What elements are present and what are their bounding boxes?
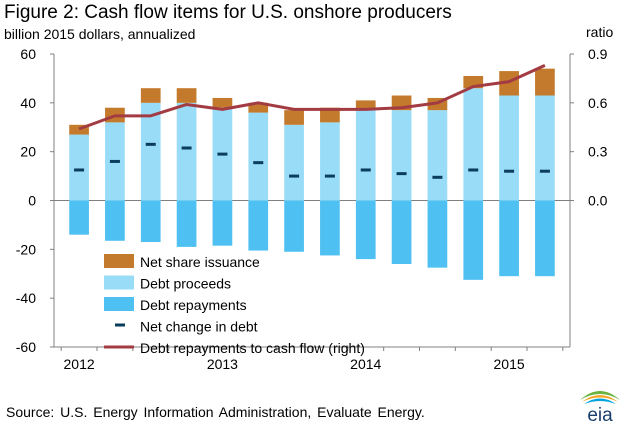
bar-debt-repayments [176,200,197,247]
logo-text: eia [587,405,613,426]
bar-debt-repayments [320,200,340,256]
marker-net-change-in-debt [74,168,85,172]
y2-tick-label: 0.6 [588,95,608,111]
y-tick-label: -60 [16,339,36,355]
markers-group [74,142,550,179]
bar-debt-proceeds [535,95,555,201]
marker-net-change-in-debt [324,174,335,178]
legend: Net share issuance Debt proceeds Debt repa… [104,254,365,356]
bar-net-share-issuance [140,88,161,103]
bar-debt-proceeds [427,110,448,201]
x-tick-label: 2014 [350,356,381,372]
y-tick-label: -20 [16,241,36,257]
bar-debt-proceeds [248,112,269,201]
bar-debt-repayments [284,200,304,252]
marker-net-change-in-debt [539,169,550,173]
marker-net-change-in-debt [504,169,515,173]
bar-debt-repayments [427,200,448,268]
bar-debt-proceeds [140,102,161,201]
bar-debt-proceeds [69,134,89,201]
chart-canvas: 60 40 20 0 -20 -40 -60 0.9 0.6 0.3 0.0 2012 2013 2014… [16,46,608,372]
legend-label: Debt proceeds [140,276,231,292]
axes-group: 60 40 20 0 -20 -40 -60 0.9 0.6 0.3 0.0 2012 2013 2014… [16,46,608,372]
eia-logo: eia [574,384,626,431]
right-axis-label: ratio [586,24,614,40]
legend-swatch [104,275,134,290]
bar-net-share-issuance [320,107,340,123]
marker-net-change-in-debt [432,175,443,179]
bar-net-share-issuance [355,100,376,111]
y-tick-label: 60 [20,46,36,62]
bar-net-share-issuance [69,124,89,135]
y-tick-label: 0 [28,193,36,209]
chart-subtitle: billion 2015 dollars, annualized [4,26,196,42]
bar-debt-repayments [248,200,269,251]
bar-net-share-issuance [499,71,519,96]
bar-debt-proceeds [355,110,376,201]
bar-debt-proceeds [176,102,197,201]
legend-label: Debt repayments [140,297,247,313]
marker-net-change-in-debt [396,172,407,176]
bar-debt-repayments [140,200,161,243]
bar-debt-proceeds [284,124,304,201]
legend-swatch [104,297,134,311]
bar-debt-repayments [105,200,125,241]
bar-net-share-issuance [284,110,304,125]
bar-debt-repayments [535,200,555,277]
y2-tick-label: 0.3 [588,144,608,160]
bar-net-share-issuance [176,88,197,103]
marker-net-change-in-debt [217,152,228,156]
y2-tick-label: 0.0 [588,193,608,209]
bar-debt-repayments [212,200,233,246]
bar-debt-proceeds [391,110,412,201]
bar-debt-repayments [69,200,89,235]
marker-net-change-in-debt [145,142,156,146]
bars-group [69,68,555,280]
y-tick-label: 20 [20,144,36,160]
marker-net-change-in-debt [181,146,192,150]
marker-net-change-in-debt [253,161,264,165]
bar-debt-repayments [463,200,484,280]
marker-net-change-in-debt [289,174,300,178]
line-debt-repayments-to-cash-flow [78,64,546,131]
legend-label: Debt repayments to cash flow (right) [140,340,365,356]
bar-debt-proceeds [320,122,340,201]
y-tick-label: 40 [20,95,36,111]
bar-debt-repayments [391,200,412,264]
bar-net-share-issuance [248,102,269,113]
bar-debt-proceeds [463,88,484,201]
line-group [78,64,546,131]
legend-swatch [115,323,125,327]
bar-debt-proceeds [499,95,519,201]
bar-debt-repayments [499,200,519,277]
x-tick-label: 2015 [494,356,525,372]
marker-net-change-in-debt [468,168,479,172]
bar-net-share-issuance [535,68,555,96]
x-tick-label: 2013 [207,356,238,372]
y-tick-label: -40 [16,290,36,306]
marker-net-change-in-debt [109,159,120,163]
legend-swatch [104,254,134,268]
eia-logo-icon: eia [580,391,620,426]
bar-net-share-issuance [212,97,233,108]
y2-tick-label: 0.9 [588,46,608,62]
x-tick-label: 2012 [64,356,95,372]
marker-net-change-in-debt [360,168,371,172]
bar-debt-repayments [355,200,376,260]
legend-label: Net share issuance [140,254,260,270]
source-note: Source: U.S. Energy Information Administ… [6,404,425,420]
legend-label: Net change in debt [140,319,258,335]
chart-title: Figure 2: Cash flow items for U.S. onsho… [4,2,452,23]
